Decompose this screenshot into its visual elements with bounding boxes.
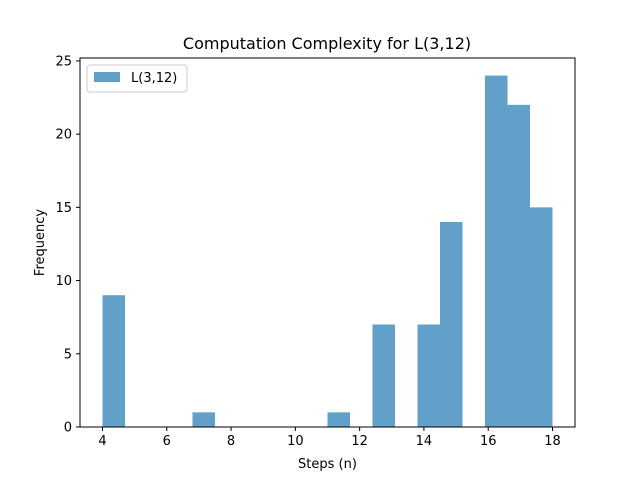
histogram-bar [440, 222, 463, 427]
legend-swatch [94, 72, 120, 82]
y-tick-label: 20 [55, 128, 72, 143]
histogram-bar [102, 295, 125, 427]
legend: L(3,12) [86, 64, 188, 93]
x-tick-label: 14 [416, 434, 433, 449]
y-axis-label: Frequency [33, 209, 48, 276]
histogram-bar [417, 324, 440, 427]
legend-box [86, 64, 188, 93]
x-tick-label: 12 [351, 434, 368, 449]
histogram-bar [372, 324, 395, 427]
bar-group [102, 75, 553, 428]
y-tick-label: 0 [64, 421, 72, 436]
x-tick-label: 8 [227, 434, 235, 449]
x-tick-label: 18 [544, 434, 561, 449]
x-tick-label: 16 [480, 434, 497, 449]
y-tick-label: 5 [64, 347, 72, 362]
x-tick-label: 6 [163, 434, 171, 449]
y-axis: 0 5 10 15 20 25 [55, 54, 80, 436]
histogram-bar [485, 75, 508, 428]
histogram-bar [507, 104, 530, 427]
histogram-bar [530, 207, 553, 427]
x-tick-label: 4 [98, 434, 106, 449]
histogram-bar [192, 412, 215, 427]
y-tick-label: 25 [55, 54, 72, 69]
x-tick-label: 10 [287, 434, 304, 449]
y-tick-label: 10 [55, 274, 72, 289]
histogram-bar [327, 412, 350, 427]
plot-area-frame [79, 57, 576, 428]
x-axis-label: Steps (n) [298, 457, 357, 472]
x-axis: 4 6 8 10 12 14 16 18 [98, 427, 561, 449]
chart-title: Computation Complexity for L(3,12) [183, 34, 471, 53]
y-tick-label: 15 [55, 201, 72, 216]
legend-label: L(3,12) [131, 71, 177, 86]
